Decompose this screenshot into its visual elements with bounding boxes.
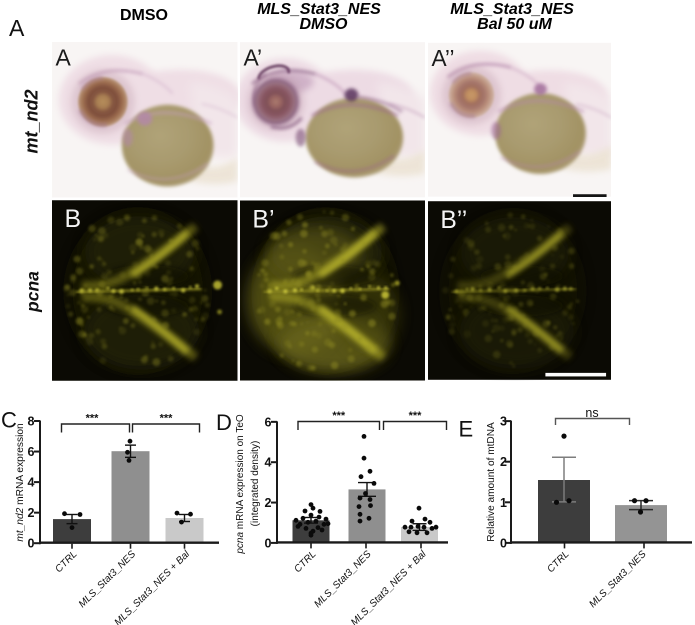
svg-text:MLS_Stat3_NES: MLS_Stat3_NES <box>312 549 373 610</box>
svg-text:B’’: B’’ <box>440 207 467 234</box>
svg-text:A’’: A’’ <box>431 45 454 71</box>
svg-text:***: *** <box>86 413 100 425</box>
svg-text:2: 2 <box>265 496 272 510</box>
svg-text:1: 1 <box>500 496 507 510</box>
svg-text:CTRL: CTRL <box>292 549 318 575</box>
svg-text:pcna mRNA expression on TeO: pcna mRNA expression on TeO <box>235 414 246 555</box>
svg-text:ns: ns <box>585 406 598 420</box>
svg-text:6: 6 <box>265 415 272 429</box>
svg-text:CTRL: CTRL <box>53 549 79 575</box>
svg-text:2: 2 <box>28 506 35 520</box>
svg-text:B: B <box>64 205 81 233</box>
svg-text:D: D <box>216 410 232 435</box>
svg-text:***: *** <box>160 413 174 425</box>
svg-text:4: 4 <box>265 456 272 470</box>
svg-text:A: A <box>56 44 72 70</box>
svg-text:C: C <box>1 408 17 433</box>
svg-text:3: 3 <box>500 415 507 429</box>
svg-text:2: 2 <box>500 455 507 469</box>
svg-text:8: 8 <box>28 415 35 429</box>
svg-text:MLS_Stat3_NES: MLS_Stat3_NES <box>77 549 138 610</box>
svg-text:Relative amount of mtDNA: Relative amount of mtDNA <box>486 422 497 542</box>
svg-text:CTRL: CTRL <box>545 549 571 575</box>
svg-text:***: *** <box>409 410 423 422</box>
svg-text:A’: A’ <box>243 45 262 71</box>
svg-text:E: E <box>459 417 474 442</box>
svg-text:MLS_Stat3_NES: MLS_Stat3_NES <box>587 549 648 610</box>
svg-text:0: 0 <box>28 537 35 551</box>
svg-text:B’: B’ <box>252 205 274 233</box>
svg-text:6: 6 <box>28 445 35 459</box>
svg-text:4: 4 <box>28 476 35 490</box>
svg-text:(integrated density): (integrated density) <box>250 441 261 527</box>
svg-text:mt_nd2 mRNA expression: mt_nd2 mRNA expression <box>15 423 26 541</box>
svg-text:0: 0 <box>265 536 272 550</box>
svg-text:0: 0 <box>500 536 507 550</box>
svg-text:***: *** <box>332 410 346 422</box>
